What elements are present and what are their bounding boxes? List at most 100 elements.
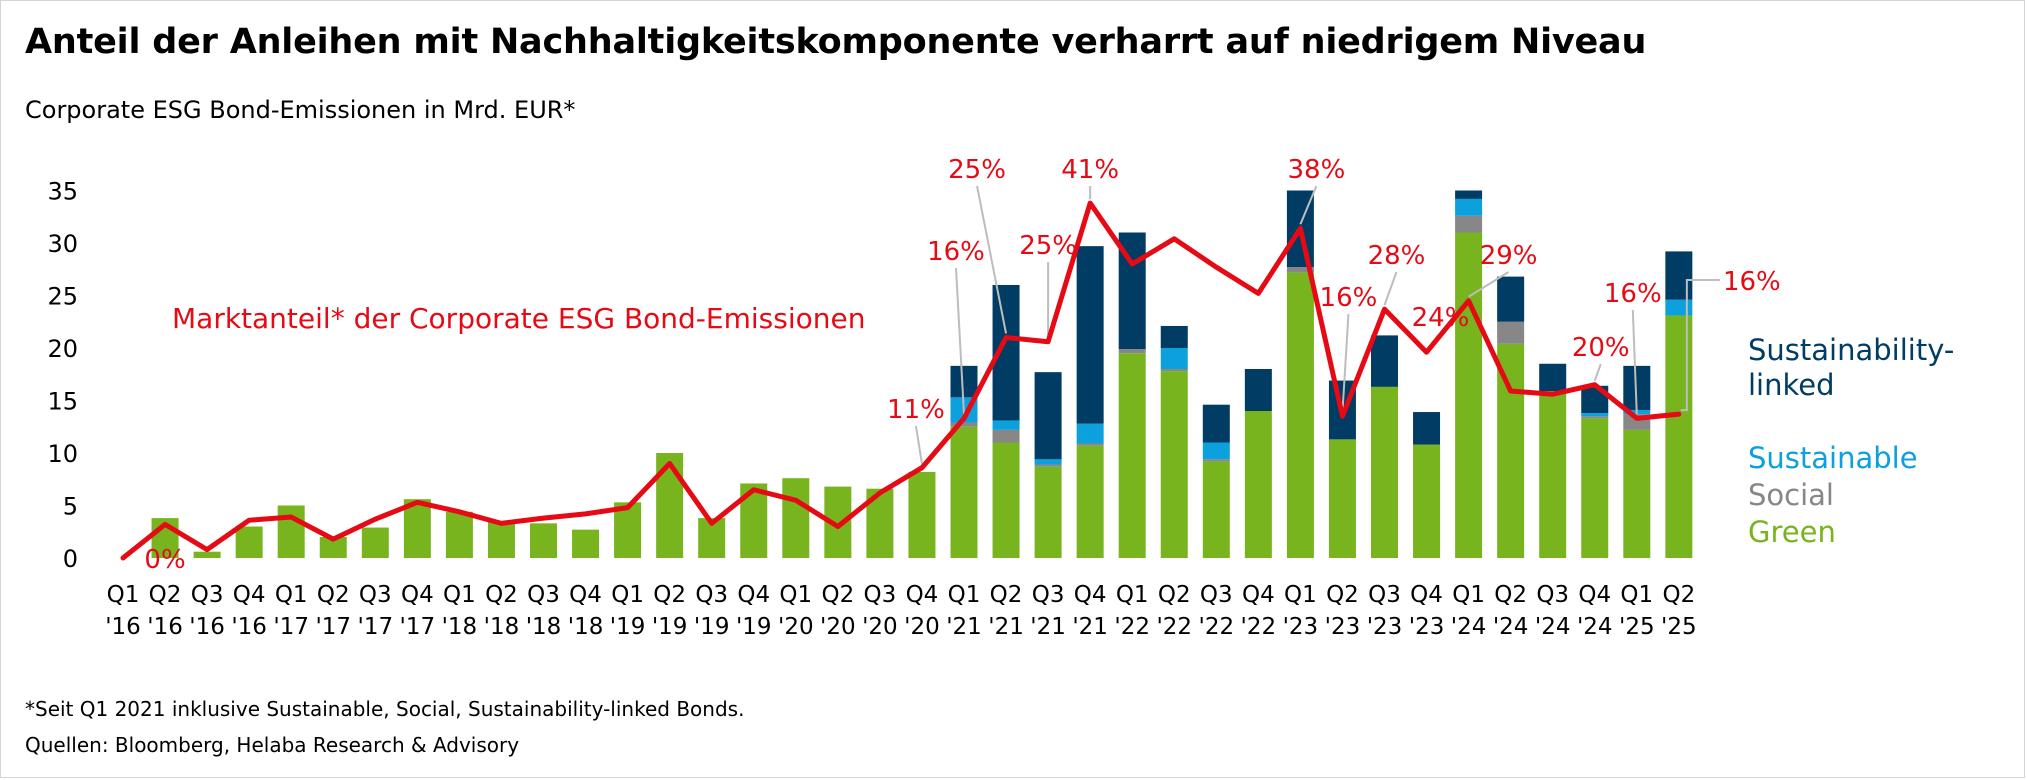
x-tick-label-quarter: Q4 bbox=[1074, 582, 1107, 608]
x-tick-label-quarter: Q4 bbox=[1578, 582, 1611, 608]
bar-green bbox=[572, 529, 600, 558]
bar-green bbox=[1455, 232, 1483, 558]
x-tick-label-quarter: Q1 bbox=[948, 582, 981, 608]
y-tick-label: 35 bbox=[47, 178, 78, 206]
esg-bond-chart: Marktanteil* der Corporate ESG Bond-Emis… bbox=[47, 155, 1954, 640]
bar-sustainability-linked bbox=[1244, 369, 1272, 411]
x-tick-label-quarter: Q3 bbox=[695, 582, 728, 608]
x-tick-label-year: '17 bbox=[315, 614, 351, 640]
x-tick-label-quarter: Q1 bbox=[611, 582, 644, 608]
x-tick-label-quarter: Q2 bbox=[1158, 582, 1191, 608]
x-tick-label-year: '21 bbox=[946, 614, 982, 640]
leader-line bbox=[1299, 185, 1318, 225]
leader-line bbox=[1680, 279, 1720, 412]
bar-green bbox=[235, 526, 263, 558]
percent-label: 16% bbox=[1604, 279, 1662, 309]
bar-green bbox=[1160, 371, 1188, 558]
x-tick-label-quarter: Q3 bbox=[527, 582, 560, 608]
x-tick-label-quarter: Q1 bbox=[107, 582, 140, 608]
bar-sustainability-linked bbox=[1034, 372, 1062, 460]
x-tick-label-quarter: Q1 bbox=[1452, 582, 1485, 608]
y-tick-label: 25 bbox=[47, 283, 78, 311]
percent-label: 16% bbox=[927, 237, 985, 267]
bar-green bbox=[1539, 391, 1567, 558]
x-tick-label-year: '16 bbox=[189, 614, 225, 640]
bar-social bbox=[1034, 464, 1062, 467]
bar-sustainable bbox=[1202, 442, 1230, 460]
y-tick-label: 30 bbox=[47, 230, 78, 258]
x-tick-label-quarter: Q4 bbox=[906, 582, 939, 608]
x-tick-label-year: '22 bbox=[1241, 614, 1277, 640]
x-tick-label-quarter: Q2 bbox=[1494, 582, 1527, 608]
bar-green bbox=[1581, 418, 1609, 558]
bar-green bbox=[1371, 386, 1398, 558]
x-tick-label-quarter: Q2 bbox=[990, 582, 1023, 608]
bar-social bbox=[992, 429, 1020, 443]
percent-label: 16% bbox=[1320, 283, 1378, 313]
bar-green bbox=[1202, 461, 1230, 558]
x-tick-label-year: '23 bbox=[1325, 614, 1361, 640]
bar-sustainability-linked bbox=[1371, 335, 1398, 387]
bar-green bbox=[782, 478, 810, 558]
legend-label-green: Green bbox=[1748, 515, 1836, 549]
x-tick-label-quarter: Q2 bbox=[1662, 582, 1695, 608]
x-tick-label-year: '25 bbox=[1661, 614, 1697, 640]
legend-label-sustainability-linked: linked bbox=[1748, 368, 1835, 402]
legend-label-social: Social bbox=[1748, 478, 1834, 512]
bar-social bbox=[1581, 416, 1609, 419]
leader-line bbox=[1341, 313, 1350, 413]
x-tick-label-quarter: Q2 bbox=[821, 582, 854, 608]
percent-label: 24% bbox=[1412, 303, 1470, 333]
market-share-line bbox=[120, 200, 1682, 561]
leader-line bbox=[1383, 271, 1398, 306]
bar-social bbox=[1160, 369, 1188, 372]
bar-sustainable bbox=[1665, 299, 1693, 316]
bar-social bbox=[1202, 459, 1230, 462]
x-tick-label-year: '20 bbox=[862, 614, 898, 640]
y-tick-label: 10 bbox=[47, 440, 78, 468]
percent-label: 41% bbox=[1061, 155, 1119, 185]
x-tick-label-year: '16 bbox=[231, 614, 267, 640]
percent-label: 25% bbox=[1019, 231, 1077, 261]
x-tick-label-year: '22 bbox=[1114, 614, 1150, 640]
x-tick-label-year: '18 bbox=[442, 614, 478, 640]
bar-sustainable bbox=[1076, 423, 1104, 444]
x-tick-label-quarter: Q4 bbox=[233, 582, 266, 608]
x-tick-label-year: '23 bbox=[1283, 614, 1319, 640]
x-tick-label-quarter: Q4 bbox=[401, 582, 434, 608]
legend-label-sustainable: Sustainable bbox=[1748, 441, 1918, 475]
leader-line bbox=[1593, 363, 1602, 382]
x-tick-label-quarter: Q1 bbox=[275, 582, 308, 608]
x-tick-label-quarter: Q4 bbox=[569, 582, 602, 608]
bar-green bbox=[614, 502, 642, 558]
x-tick-label-year: '17 bbox=[273, 614, 309, 640]
bar-sustainability-linked bbox=[1160, 325, 1188, 348]
x-tick-label-quarter: Q2 bbox=[149, 582, 182, 608]
bar-sustainability-linked bbox=[1455, 190, 1483, 199]
y-tick-label: 20 bbox=[47, 335, 78, 363]
leader-line bbox=[914, 425, 923, 464]
bar-green bbox=[277, 505, 305, 558]
x-tick-label-year: '21 bbox=[988, 614, 1024, 640]
x-tick-label-year: '17 bbox=[358, 614, 394, 640]
bar-social bbox=[1076, 443, 1104, 446]
leader-line bbox=[976, 185, 1008, 334]
x-tick-label-year: '19 bbox=[610, 614, 646, 640]
y-tick-label: 5 bbox=[63, 493, 78, 521]
bar-green bbox=[656, 453, 684, 558]
x-tick-label-year: '19 bbox=[694, 614, 730, 640]
bar-green bbox=[487, 522, 515, 558]
x-tick-label-year: '17 bbox=[400, 614, 436, 640]
x-tick-label-quarter: Q1 bbox=[1620, 582, 1653, 608]
bar-green bbox=[1286, 272, 1314, 558]
bar-sustainable bbox=[1581, 413, 1609, 417]
x-tick-label-year: '24 bbox=[1451, 614, 1487, 640]
source-note: Quellen: Bloomberg, Helaba Research & Ad… bbox=[25, 733, 520, 757]
x-tick-label-quarter: Q1 bbox=[443, 582, 476, 608]
bar-green bbox=[1497, 343, 1525, 558]
chart-subtitle: Corporate ESG Bond-Emissionen in Mrd. EU… bbox=[25, 96, 576, 124]
bar-green bbox=[1328, 439, 1356, 558]
legend-label-sustainability-linked: Sustainability- bbox=[1748, 333, 1954, 367]
percent-label: 28% bbox=[1368, 241, 1426, 271]
